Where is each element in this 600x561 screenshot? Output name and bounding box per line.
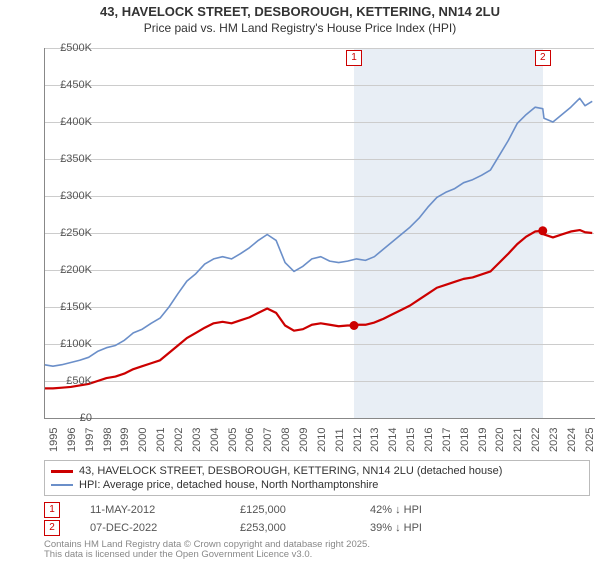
chart-subtitle: Price paid vs. HM Land Registry's House …: [0, 21, 600, 39]
legend-label-price-paid: 43, HAVELOCK STREET, DESBOROUGH, KETTERI…: [79, 465, 502, 477]
line-series: [44, 48, 594, 418]
sale-vs-hpi: 39% ↓ HPI: [370, 522, 490, 534]
sale-date: 07-DEC-2022: [90, 522, 240, 534]
legend-row-hpi: HPI: Average price, detached house, Nort…: [51, 478, 583, 492]
footer-attribution: Contains HM Land Registry data © Crown c…: [44, 540, 370, 561]
legend-label-hpi: HPI: Average price, detached house, Nort…: [79, 479, 378, 491]
legend-swatch-price-paid: [51, 470, 73, 473]
sale-date: 11-MAY-2012: [90, 504, 240, 516]
marker-badge-2: 2: [44, 520, 60, 536]
chart-title: 43, HAVELOCK STREET, DESBOROUGH, KETTERI…: [0, 0, 600, 21]
plot-area: 12: [44, 48, 594, 418]
footer-line-2: This data is licensed under the Open Gov…: [44, 550, 370, 560]
sale-price: £125,000: [240, 504, 370, 516]
legend-swatch-hpi: [51, 484, 73, 486]
legend: 43, HAVELOCK STREET, DESBOROUGH, KETTERI…: [44, 460, 590, 496]
table-row: 2 07-DEC-2022 £253,000 39% ↓ HPI: [44, 520, 490, 536]
sale-vs-hpi: 42% ↓ HPI: [370, 504, 490, 516]
sale-price: £253,000: [240, 522, 370, 534]
chart-container: 43, HAVELOCK STREET, DESBOROUGH, KETTERI…: [0, 0, 600, 560]
marker-badge-1: 1: [44, 502, 60, 518]
table-row: 1 11-MAY-2012 £125,000 42% ↓ HPI: [44, 502, 490, 518]
legend-row-price-paid: 43, HAVELOCK STREET, DESBOROUGH, KETTERI…: [51, 464, 583, 478]
data-table: 1 11-MAY-2012 £125,000 42% ↓ HPI 2 07-DE…: [44, 502, 490, 538]
